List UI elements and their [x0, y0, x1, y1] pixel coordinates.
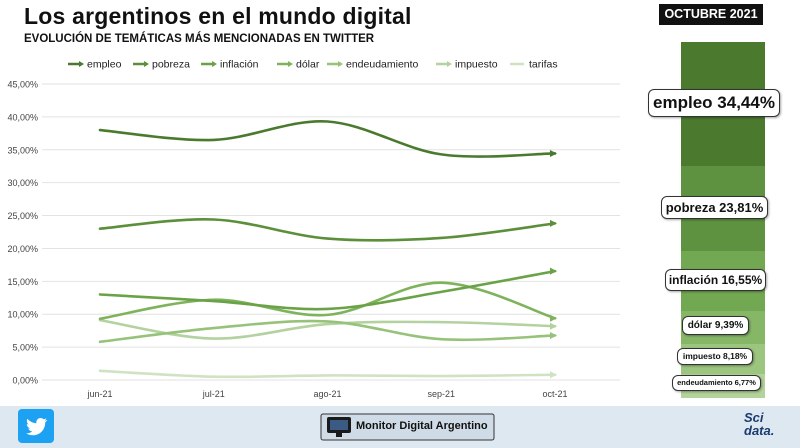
- y-tick-label: 5,00%: [12, 343, 38, 353]
- series-line-pobreza: [98, 218, 557, 242]
- legend-label-endeudamiento: endeudamiento: [346, 59, 419, 71]
- series-arrow-tarifas: [550, 371, 557, 379]
- x-tick-label: jul-21: [202, 389, 225, 399]
- callout-pobreza: pobreza 23,81%: [661, 196, 768, 219]
- legend-arrow-pobreza: [144, 61, 149, 67]
- series-arrow-endeudamiento: [550, 331, 557, 339]
- legend-label-dolar: dólar: [296, 59, 320, 71]
- brand-label: Monitor Digital Argentino: [356, 420, 488, 432]
- legend-arrow-dolar: [288, 61, 293, 67]
- series-line-endeudamiento: [98, 319, 557, 344]
- callout-impuesto: impuesto 8,18%: [677, 348, 753, 365]
- x-tick-label: jun-21: [86, 389, 112, 399]
- scidata-logo: Sci data.: [744, 411, 774, 437]
- series-line-dolar: [98, 281, 557, 321]
- legend-label-inflacion: inflación: [220, 59, 259, 71]
- x-tick-label: ago-21: [313, 389, 341, 399]
- legend-label-tarifas: tarifas: [529, 59, 558, 71]
- y-tick-label: 15,00%: [7, 277, 38, 287]
- series-line-tarifas: [98, 369, 557, 379]
- scidata-line-2: data.: [744, 423, 775, 438]
- series-arrow-dolar: [550, 314, 557, 322]
- y-tick-label: 40,00%: [7, 112, 38, 122]
- page-title: Los argentinos en el mundo digital: [24, 3, 412, 29]
- monitor-logo: [320, 413, 495, 441]
- callout-inflacion: inflación 16,55%: [665, 269, 766, 291]
- y-tick-label: 20,00%: [7, 244, 38, 254]
- legend-arrow-empleo: [79, 61, 84, 67]
- scidata-line-1: Sci: [744, 410, 764, 425]
- legend-arrow-endeudamiento: [338, 61, 343, 67]
- month-badge: OCTUBRE 2021: [659, 4, 763, 25]
- legend-label-impuesto: impuesto: [455, 59, 498, 71]
- x-tick-label: oct-21: [542, 389, 567, 399]
- callout-empleo: empleo 34,44%: [648, 89, 780, 117]
- legend-label-empleo: empleo: [87, 59, 122, 71]
- y-tick-label: 10,00%: [7, 310, 38, 320]
- x-tick-label: sep-21: [427, 389, 455, 399]
- callout-endeudamiento: endeudamiento 6,77%: [672, 375, 761, 391]
- twitter-icon: [18, 409, 54, 443]
- series-line-impuesto: [98, 318, 557, 340]
- page-subtitle: EVOLUCIÓN DE TEMÁTICAS MÁS MENCIONADAS E…: [24, 33, 375, 45]
- y-tick-label: 25,00%: [7, 211, 38, 221]
- legend-arrow-impuesto: [447, 61, 452, 67]
- y-tick-label: 35,00%: [7, 145, 38, 155]
- series-arrow-inflacion: [550, 267, 557, 275]
- y-tick-label: 45,00%: [7, 80, 38, 90]
- series-arrow-impuesto: [550, 322, 557, 330]
- y-tick-label: 0,00%: [12, 376, 38, 386]
- line-chart: 0,00% 5,00% 10,00% 15,00% 20,00% 25,00% 30,00%…: [7, 59, 620, 399]
- series-arrow-pobreza: [550, 219, 557, 227]
- legend-arrow-inflacion: [212, 61, 217, 67]
- series-arrow-empleo: [550, 149, 557, 157]
- callout-dolar: dólar 9,39%: [682, 316, 749, 335]
- series-line-empleo: [98, 120, 557, 158]
- legend-label-pobreza: pobreza: [152, 59, 190, 71]
- series-line-inflacion: [98, 269, 557, 311]
- y-tick-label: 30,00%: [7, 178, 38, 188]
